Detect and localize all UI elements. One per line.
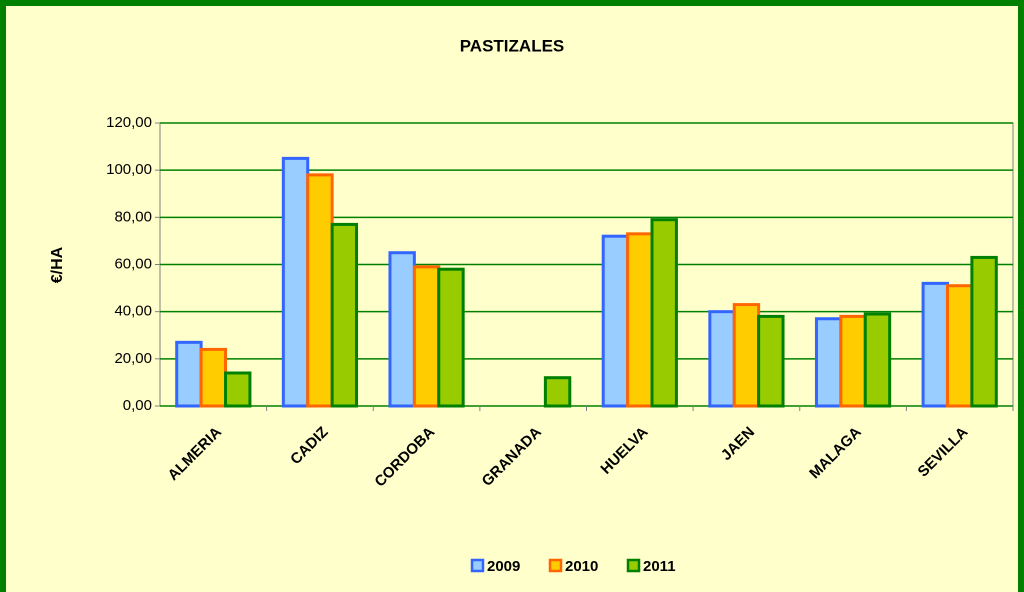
legend-label: 2010 [565, 558, 598, 575]
bar [306, 173, 334, 408]
chart-title: PASTIZALES [460, 36, 565, 55]
bar [921, 281, 949, 408]
y-tick-label: 120,00 [106, 114, 152, 131]
y-axis-label: €/HA [49, 246, 66, 283]
y-tick-label: 80,00 [114, 208, 152, 225]
bar [388, 251, 416, 408]
bar [224, 371, 252, 408]
bar [945, 284, 974, 408]
bar [330, 222, 359, 408]
y-tick-label: 40,00 [114, 303, 152, 320]
y-tick-label: 20,00 [114, 350, 152, 367]
bar [437, 267, 465, 408]
bar [175, 340, 203, 408]
legend-swatch [470, 558, 485, 573]
bar [281, 156, 310, 408]
y-tick-label: 100,00 [106, 161, 152, 178]
bar [732, 303, 761, 408]
legend-label: 2009 [487, 558, 520, 575]
bar [199, 347, 228, 408]
bar [757, 314, 785, 408]
bar [839, 314, 867, 408]
bar [650, 218, 678, 408]
legend-swatch [548, 558, 563, 573]
legend-label: 2011 [643, 558, 676, 575]
bar [863, 312, 892, 408]
bar [601, 234, 630, 408]
y-tick-label: 60,00 [114, 255, 152, 272]
bar [708, 310, 736, 408]
bar [970, 255, 998, 408]
bar [626, 232, 654, 408]
legend-swatch [626, 558, 641, 573]
bar [543, 376, 572, 408]
bar [814, 317, 843, 408]
bar [412, 265, 441, 408]
y-tick-label: 0,00 [123, 397, 152, 414]
